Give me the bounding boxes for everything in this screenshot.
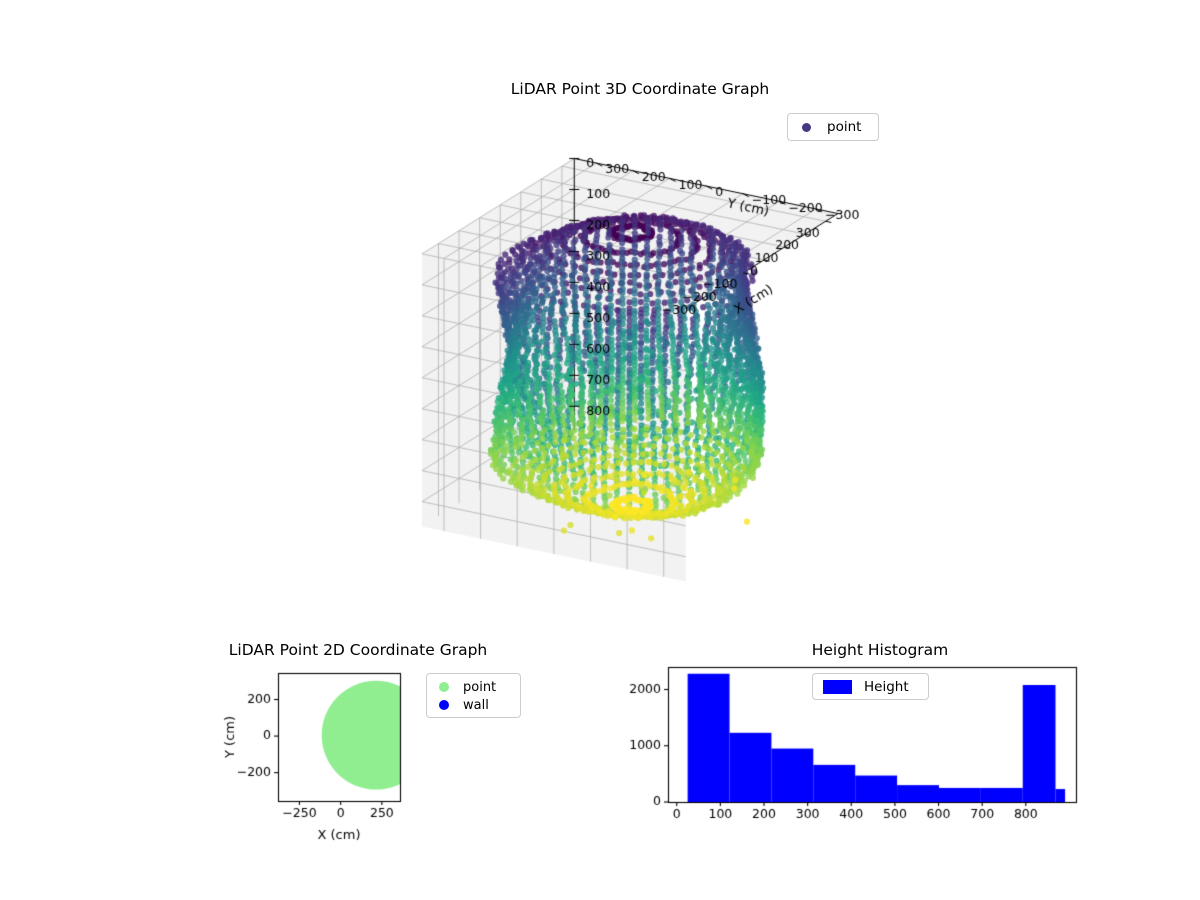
legend-wall-label: wall <box>463 697 489 713</box>
legend-height-swatch-icon <box>823 679 852 694</box>
height-histogram-panel: Height Histogram Height <box>620 635 1110 870</box>
lidar-3d-plot-panel: LiDAR Point 3D Coordinate Graph point <box>330 70 950 660</box>
lidar-3d-point-cloud-canvas <box>330 70 950 660</box>
legend-point-label: point <box>827 119 862 135</box>
plot2d-title: LiDAR Point 2D Coordinate Graph <box>228 641 488 659</box>
legend-row-wall: wall <box>427 696 520 714</box>
legend-point-label: point <box>463 679 497 695</box>
legend-wall-marker-icon <box>439 700 449 710</box>
lidar-2d-scatter-canvas <box>180 635 540 870</box>
legend-point-marker-icon <box>439 682 449 692</box>
histogram-legend: Height <box>812 673 929 700</box>
legend-point-marker-icon <box>802 122 811 132</box>
lidar-2d-plot-panel: LiDAR Point 2D Coordinate Graph point wa… <box>180 635 540 870</box>
legend-row-point: point <box>427 678 520 696</box>
legend-height-label: Height <box>864 678 909 695</box>
plot2d-legend: point wall <box>426 673 521 718</box>
plot3d-title: LiDAR Point 3D Coordinate Graph <box>510 80 770 98</box>
height-histogram-canvas <box>620 635 1110 870</box>
plot3d-legend: point <box>787 113 879 141</box>
histogram-title: Height Histogram <box>811 641 949 659</box>
